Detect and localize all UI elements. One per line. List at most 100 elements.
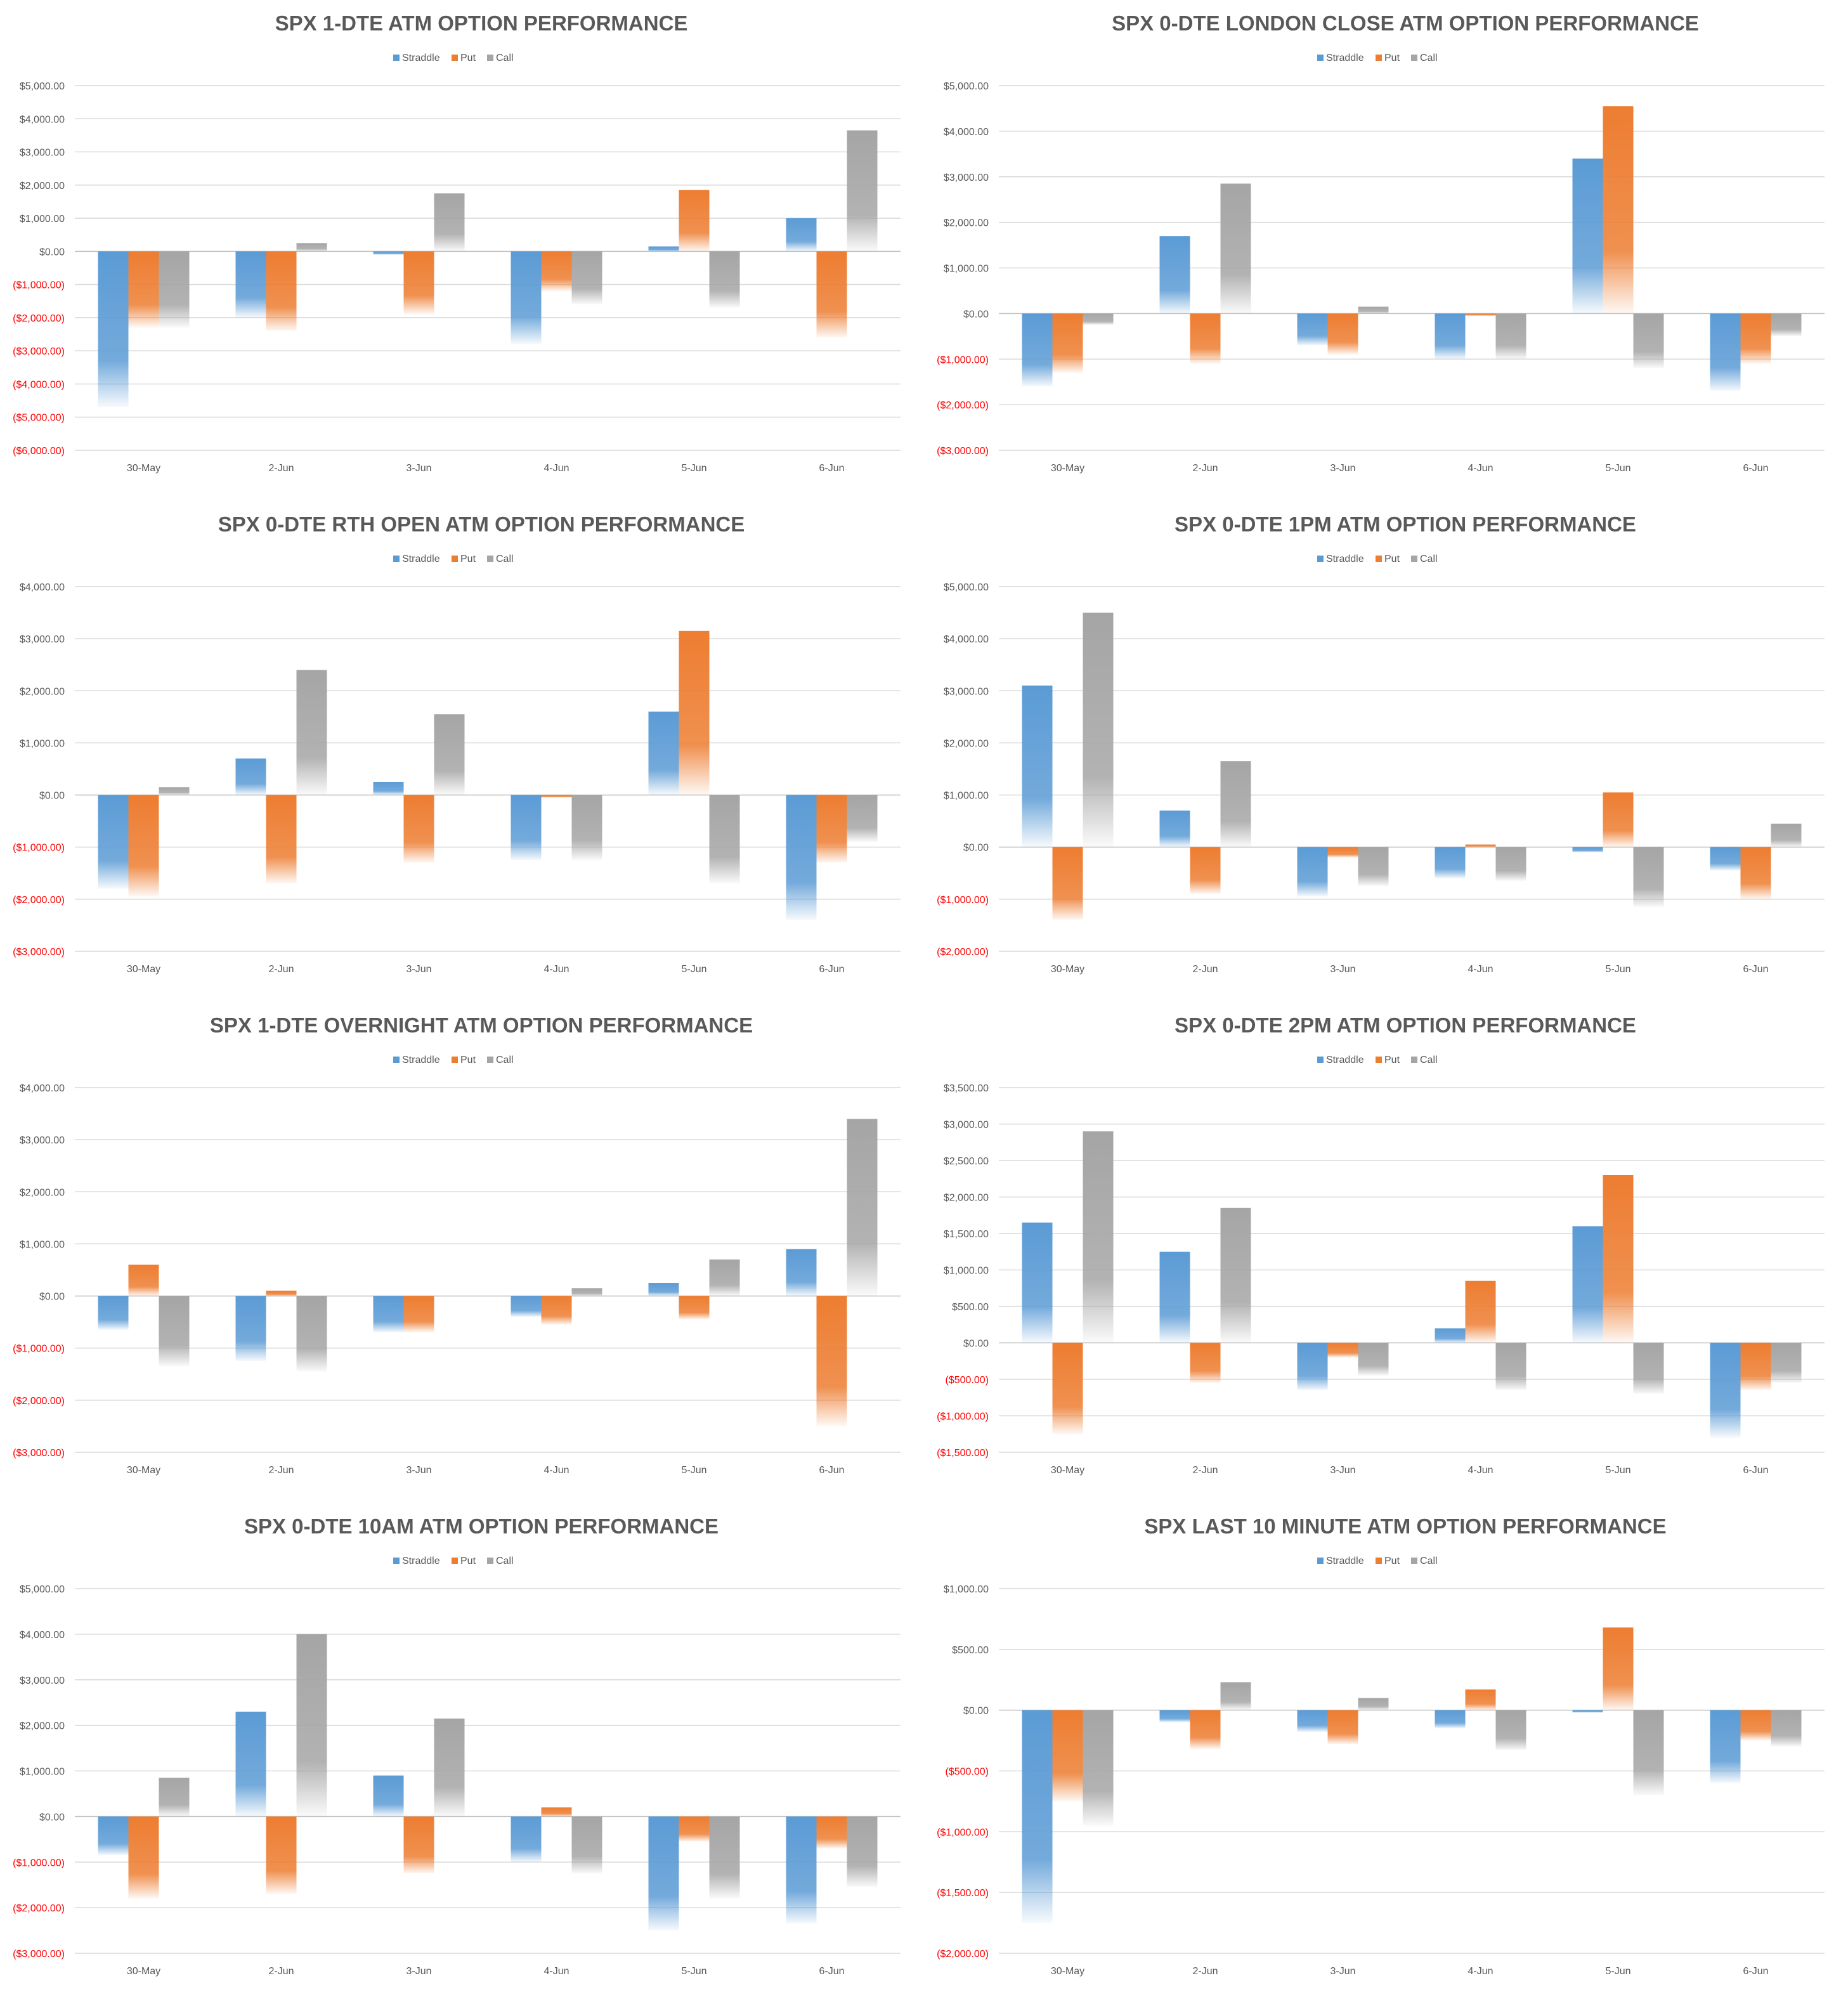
bar-call: [1633, 313, 1664, 368]
bar-call: [1633, 1710, 1664, 1795]
bar-put: [403, 1816, 434, 1874]
bar-call: [571, 795, 602, 861]
legend-label: Call: [1420, 1556, 1438, 1566]
x-tick-label: 30-May: [1051, 1465, 1084, 1476]
legend-label: Put: [460, 53, 476, 63]
bar-call: [1358, 847, 1389, 887]
x-tick-label: 30-May: [127, 463, 160, 474]
legend-label: Put: [1384, 554, 1400, 564]
y-tick-label: $1,500.00: [944, 1229, 989, 1240]
x-tick-label: 2-Jun: [268, 964, 294, 975]
y-tick-label: $3,000.00: [944, 686, 989, 697]
chart-legend: Straddle Put Call: [393, 1055, 514, 1065]
y-tick-label: $0.00: [39, 1292, 65, 1303]
legend-swatch: [452, 55, 458, 61]
x-tick-label: 30-May: [127, 1966, 160, 1977]
legend-label: Put: [1384, 1556, 1400, 1566]
x-tick-label: 30-May: [127, 964, 160, 975]
x-tick-label: 30-May: [127, 1465, 160, 1476]
bar-call: [159, 251, 190, 328]
bar-put: [266, 1816, 297, 1894]
bar-chart: SPX 0-DTE 1PM ATM OPTION PERFORMANCE Stra…: [937, 512, 1825, 975]
y-tick-label: $1,000.00: [944, 1584, 989, 1595]
legend-label: Put: [460, 554, 476, 564]
bar-call: [1358, 1698, 1389, 1710]
y-tick-label: $4,000.00: [20, 1630, 65, 1641]
bar-straddle: [1435, 1710, 1466, 1729]
bar-call: [1083, 1131, 1114, 1343]
legend-label: Straddle: [402, 1556, 440, 1566]
bar-put: [266, 251, 297, 331]
x-tick-label: 2-Jun: [1192, 1966, 1218, 1977]
bar-straddle: [1435, 847, 1466, 878]
bar-call: [1771, 1710, 1802, 1747]
bar-call: [159, 787, 190, 795]
legend-label: Call: [1420, 1055, 1438, 1065]
bar-straddle: [648, 1816, 679, 1931]
bar-straddle: [1297, 1343, 1328, 1391]
x-tick-label: 3-Jun: [406, 463, 431, 474]
legend-label: Put: [460, 1055, 476, 1065]
bar-put: [1465, 1280, 1496, 1343]
legend-label: Call: [1420, 53, 1438, 63]
bar-straddle: [648, 246, 679, 252]
y-tick-label: ($3,000.00): [13, 1448, 65, 1459]
y-tick-label: ($1,500.00): [937, 1888, 989, 1899]
bar-straddle: [1435, 313, 1466, 360]
y-tick-label: $500.00: [952, 1302, 989, 1313]
chart-panel: SPX LAST 10 MINUTE ATM OPTION PERFORMANC…: [924, 1503, 1848, 2004]
x-tick-label: 5-Jun: [681, 463, 706, 474]
bar-put: [1740, 1343, 1771, 1391]
x-tick-label: 6-Jun: [819, 463, 844, 474]
bar-straddle: [786, 218, 817, 252]
x-tick-label: 3-Jun: [406, 1465, 431, 1476]
chart-legend: Straddle Put Call: [1317, 1556, 1438, 1566]
bar-put: [1190, 313, 1221, 364]
bar-straddle: [373, 251, 404, 255]
bar-put: [1327, 1710, 1358, 1745]
bar-put: [1603, 1175, 1634, 1343]
chart-title: SPX 0-DTE LONDON CLOSE ATM OPTION PERFOR…: [1112, 11, 1699, 35]
bar-straddle: [1022, 313, 1053, 387]
y-tick-label: $2,000.00: [20, 1721, 65, 1732]
bar-call: [709, 251, 740, 308]
bar-straddle: [1159, 236, 1190, 314]
y-tick-label: $0.00: [963, 309, 989, 320]
y-tick-label: ($1,000.00): [937, 1827, 989, 1838]
bar-put: [1190, 1710, 1221, 1749]
chart-panel: SPX 0-DTE 10AM ATM OPTION PERFORMANCE Str…: [0, 1503, 924, 2004]
bar-put: [541, 251, 572, 292]
bar-put: [1465, 844, 1496, 847]
bar-put: [128, 795, 159, 897]
bar-put: [1740, 847, 1771, 899]
bar-call: [1358, 1343, 1389, 1376]
legend-swatch: [393, 1558, 400, 1564]
x-tick-label: 5-Jun: [681, 1465, 706, 1476]
y-tick-label: $3,000.00: [20, 1135, 65, 1146]
y-tick-label: ($3,000.00): [13, 346, 65, 357]
bar-call: [1495, 847, 1526, 882]
bar-put: [1052, 847, 1083, 920]
bar-straddle: [1572, 847, 1603, 852]
bar-straddle: [373, 1775, 404, 1817]
x-tick-label: 2-Jun: [268, 1465, 294, 1476]
legend-swatch: [1317, 1558, 1324, 1564]
x-tick-label: 6-Jun: [1743, 1966, 1768, 1977]
bar-straddle: [1710, 1710, 1741, 1783]
x-tick-label: 5-Jun: [1605, 1465, 1630, 1476]
bar-straddle: [1022, 1710, 1053, 1923]
chart-title: SPX 0-DTE RTH OPEN ATM OPTION PERFORMANC…: [218, 512, 745, 536]
x-tick-label: 5-Jun: [1605, 964, 1630, 975]
y-tick-label: ($2,000.00): [13, 895, 65, 906]
bar-put: [816, 1816, 847, 1849]
bar-put: [1190, 1343, 1221, 1383]
x-tick-label: 3-Jun: [1330, 1966, 1355, 1977]
chart-legend: Straddle Put Call: [393, 554, 514, 564]
bar-straddle: [1297, 313, 1328, 346]
bar-call: [1771, 313, 1802, 337]
bar-call: [1358, 306, 1389, 314]
bar-put: [679, 1296, 710, 1320]
bar-call: [847, 1816, 878, 1887]
bar-put: [816, 1296, 847, 1426]
bar-straddle: [648, 1283, 679, 1296]
